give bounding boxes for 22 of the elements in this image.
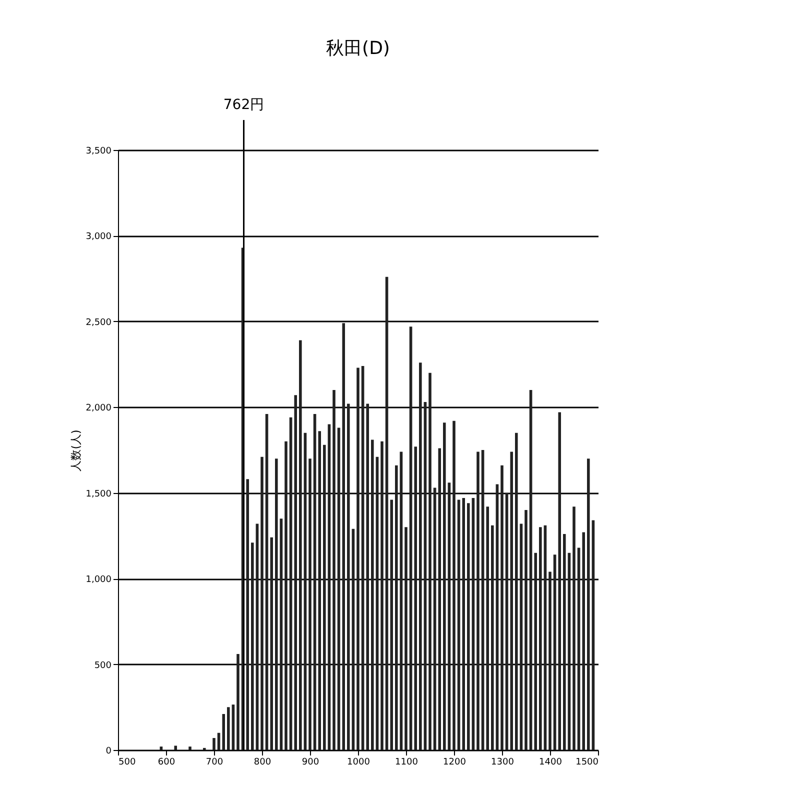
chart-title: 秋田(D) xyxy=(326,38,390,59)
x-tick-label: 1300 xyxy=(491,758,514,768)
y-tick-label: 2,500 xyxy=(86,318,112,328)
x-tick-label: 1200 xyxy=(443,758,466,768)
y-tick-label: 1,500 xyxy=(86,489,112,500)
y-tick-label: 1,000 xyxy=(86,575,112,586)
y-tick-label: 3,500 xyxy=(86,146,112,156)
x-tick-label: 500 xyxy=(118,758,136,768)
x-tick-label: 600 xyxy=(158,758,176,768)
ref-line-label: 762円 xyxy=(223,97,264,113)
x-tick-label: 900 xyxy=(302,758,320,768)
y-tick-label: 3,000 xyxy=(86,232,112,242)
x-tick-label: 800 xyxy=(254,758,272,768)
y-tick-label: 0 xyxy=(106,746,112,756)
x-tick-label: 1500 xyxy=(576,758,599,768)
y-axis-title: 人数(人) xyxy=(70,430,83,472)
x-tick-label: 1000 xyxy=(347,758,370,768)
x-tick-label: 1100 xyxy=(395,758,418,768)
x-tick-label: 700 xyxy=(206,758,224,768)
y-tick-label: 2,000 xyxy=(86,404,112,414)
x-tick-label: 1400 xyxy=(539,758,562,768)
y-tick-label: 500 xyxy=(94,660,112,671)
